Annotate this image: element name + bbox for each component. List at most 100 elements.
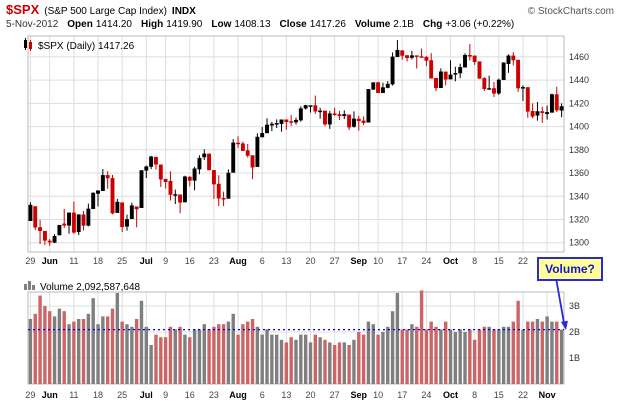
price-tick-label: 1440 xyxy=(569,75,589,85)
date-tick-label: 17 xyxy=(397,256,407,266)
candle-body xyxy=(409,55,414,58)
volume-bar xyxy=(497,329,501,384)
candle-body xyxy=(202,153,207,158)
quote-summary: 5-Nov-2012 Open 1414.20 High 1419.90 Low 14… xyxy=(6,19,514,30)
candle-body xyxy=(347,114,352,128)
candle-body xyxy=(366,89,371,123)
volume-bar xyxy=(323,339,327,384)
date-tick-label: 11 xyxy=(69,256,78,266)
price-tick-label: 1300 xyxy=(569,238,589,248)
volume-bar xyxy=(458,329,462,384)
volume-bar xyxy=(188,337,192,384)
candle-body xyxy=(448,74,453,80)
date-tick-label: 15 xyxy=(494,256,504,266)
candle-body xyxy=(405,55,410,58)
quote-volume: Volume 2.1B xyxy=(354,19,414,30)
volume-bar xyxy=(125,324,129,384)
price-tick-label: 1320 xyxy=(569,214,589,224)
candle-body xyxy=(337,114,342,117)
volume-bar xyxy=(555,321,559,384)
candle-body xyxy=(236,142,241,145)
candle-body xyxy=(216,183,221,199)
date-tick-label: Sep xyxy=(351,256,368,266)
candle-body xyxy=(192,168,197,181)
candle-body xyxy=(492,88,496,94)
candles xyxy=(28,40,564,246)
volume-bar xyxy=(337,342,342,384)
candle-body xyxy=(284,119,289,123)
candlestick-icon xyxy=(24,38,32,51)
candle-body xyxy=(100,175,105,191)
annotation-arrow-line xyxy=(555,277,565,324)
volume-bar xyxy=(434,326,438,384)
candle-body xyxy=(81,214,86,226)
volume-bar xyxy=(33,313,37,384)
candle-body xyxy=(554,94,559,111)
volume-bar xyxy=(241,324,245,384)
volume-bar xyxy=(110,308,115,384)
date-tick-label: 15 xyxy=(494,390,504,400)
candle-body xyxy=(525,87,530,112)
date-tick-label: 24 xyxy=(421,256,431,266)
volume-bars xyxy=(28,290,564,384)
volume-bar xyxy=(559,329,564,384)
volume-bar xyxy=(371,324,375,384)
candle-body xyxy=(545,112,550,115)
volume-bar xyxy=(381,332,385,384)
date-tick-label: 23 xyxy=(209,390,219,400)
volume-bar xyxy=(212,326,216,384)
date-tick-label: 11 xyxy=(69,390,78,400)
volume-annotation: Volume? xyxy=(537,257,603,330)
volume-bar xyxy=(134,319,139,384)
annotation-box xyxy=(537,257,603,281)
chart-header: $SPX (S&P 500 Large Cap Index) INDX © St… xyxy=(6,2,614,17)
price-legend: $SPX (Daily) 1417.26 xyxy=(24,38,135,52)
date-tick-label: 16 xyxy=(185,390,195,400)
volume-bar xyxy=(91,298,95,384)
quote-close: Close 1417.26 xyxy=(279,19,346,30)
date-tick-label: 9 xyxy=(163,256,168,266)
volume-bar xyxy=(197,329,202,384)
volume-bar xyxy=(236,334,240,384)
candle-body xyxy=(52,236,57,243)
volume-bar xyxy=(178,326,182,384)
date-tick-label: 22 xyxy=(518,390,528,400)
annotation-arrow-head xyxy=(560,320,568,330)
quote-high: High 1419.90 xyxy=(140,19,203,30)
candle-body xyxy=(308,105,313,107)
volume-bar xyxy=(260,334,264,384)
candle-body xyxy=(356,118,361,122)
symbol-name: (S&P 500 Large Cap Index) xyxy=(44,6,167,17)
volume-bar xyxy=(28,319,33,384)
volume-bar xyxy=(52,316,57,384)
candle-body xyxy=(279,119,284,124)
volume-bar xyxy=(347,345,351,384)
volume-bar xyxy=(313,334,318,384)
price-tick-label: 1340 xyxy=(569,191,589,201)
volume-bar xyxy=(303,334,308,384)
date-tick-label: 10 xyxy=(373,390,383,400)
volume-bar xyxy=(352,339,356,384)
chart-layers: 1300132013401360138014001420144014601B2B… xyxy=(25,35,589,400)
volume-bar xyxy=(163,337,168,384)
candle-body xyxy=(42,230,47,241)
candle-body xyxy=(294,119,298,123)
volume-bar xyxy=(511,321,515,384)
date-tick-label: 16 xyxy=(185,256,195,266)
date-tick-label: 13 xyxy=(281,390,291,400)
candle-body xyxy=(178,194,183,203)
date-tick-label: Oct xyxy=(443,390,458,400)
candle-body xyxy=(265,124,269,134)
date-tick-label: 20 xyxy=(305,256,315,266)
candle-body xyxy=(91,192,96,210)
candle-body xyxy=(182,176,187,203)
price-tick-label: 1380 xyxy=(569,145,589,155)
volume-bar xyxy=(530,321,535,384)
volume-bar xyxy=(361,334,366,384)
candle-body xyxy=(120,202,125,228)
date-tick-label: 27 xyxy=(330,256,340,266)
candle-body xyxy=(530,111,535,117)
volume-bar xyxy=(482,326,487,384)
candle-body xyxy=(318,110,323,113)
